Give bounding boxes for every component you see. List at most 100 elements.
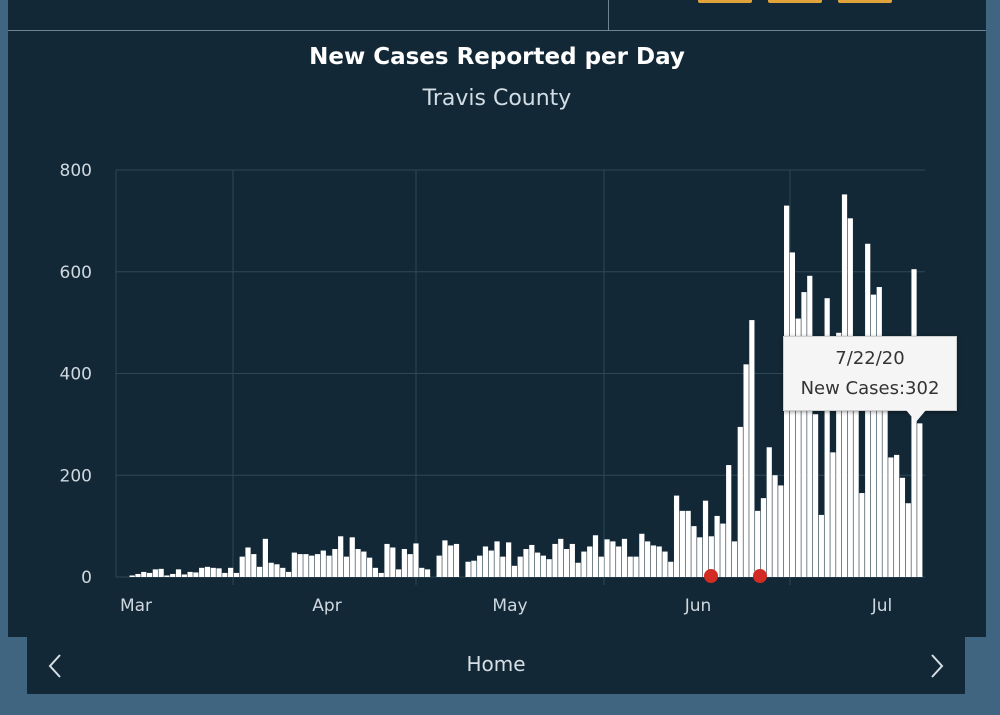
bar xyxy=(239,556,245,577)
bar xyxy=(917,423,923,577)
bar xyxy=(859,493,865,577)
bar xyxy=(697,537,703,577)
bar xyxy=(818,514,824,577)
bar xyxy=(812,414,819,577)
bar xyxy=(170,573,176,577)
home-button[interactable]: Home xyxy=(466,652,526,676)
bar xyxy=(442,540,448,577)
bar xyxy=(158,568,164,577)
bar xyxy=(210,567,216,577)
bar xyxy=(540,555,546,577)
bar xyxy=(320,550,326,577)
tooltip-value: New Cases:302 xyxy=(800,378,940,399)
bar xyxy=(737,426,743,577)
bar xyxy=(401,549,407,577)
bar xyxy=(309,555,315,577)
x-tick-label: Mar xyxy=(120,596,152,616)
bar xyxy=(662,551,668,577)
bar xyxy=(384,543,390,577)
bar xyxy=(326,555,332,577)
bar xyxy=(262,538,268,577)
bar xyxy=(141,571,147,577)
bar xyxy=(256,566,263,577)
filter-tile-3[interactable] xyxy=(838,0,892,3)
top-divider xyxy=(608,0,609,30)
bar xyxy=(749,320,755,577)
bar xyxy=(581,551,587,577)
y-tick-label: 200 xyxy=(60,466,92,486)
bar xyxy=(251,554,257,577)
y-tick-label: 800 xyxy=(60,161,92,181)
x-tick-label: May xyxy=(492,596,527,616)
bar xyxy=(795,318,801,577)
bar xyxy=(882,393,888,577)
bar xyxy=(587,546,593,577)
bar xyxy=(726,465,732,577)
bar xyxy=(911,269,917,577)
bar xyxy=(673,495,680,577)
bar xyxy=(193,572,199,577)
bar xyxy=(216,568,222,577)
bar xyxy=(778,485,784,577)
bar xyxy=(199,567,205,577)
bar xyxy=(616,546,622,577)
bar xyxy=(558,538,564,577)
bar xyxy=(511,565,518,577)
filter-tile-1[interactable] xyxy=(698,0,752,3)
bar xyxy=(448,545,454,577)
chevron-right-icon[interactable] xyxy=(925,653,947,679)
bar xyxy=(650,545,657,577)
bar xyxy=(187,571,193,577)
y-tick-label: 600 xyxy=(60,263,92,283)
y-tick-label: 0 xyxy=(81,568,92,588)
bar xyxy=(367,557,373,577)
bar xyxy=(453,543,460,577)
bar xyxy=(552,543,558,577)
chart-tooltip: 7/22/20 New Cases:302 xyxy=(783,336,957,411)
bar xyxy=(546,559,552,577)
bar xyxy=(378,572,384,577)
bar xyxy=(888,457,894,577)
bar xyxy=(534,552,541,577)
bottom-nav-bar: Home xyxy=(27,637,965,694)
bar xyxy=(755,510,761,577)
bar xyxy=(836,332,842,577)
bar xyxy=(245,547,251,577)
bar xyxy=(517,556,523,577)
bar xyxy=(228,567,234,577)
x-tick-label: Apr xyxy=(312,596,341,616)
bar xyxy=(824,298,830,577)
chart-subtitle: Travis County xyxy=(422,86,572,111)
bar xyxy=(714,515,720,577)
bar xyxy=(604,539,610,577)
bar xyxy=(482,546,489,577)
tooltip-date: 7/22/20 xyxy=(835,348,905,369)
bar xyxy=(905,503,911,577)
filter-tile-2[interactable] xyxy=(768,0,822,3)
bar xyxy=(592,535,599,577)
bar xyxy=(152,569,158,577)
highlight-point xyxy=(704,569,718,583)
bar xyxy=(691,526,697,578)
bar xyxy=(332,549,338,577)
bar xyxy=(436,555,442,577)
y-tick-label: 400 xyxy=(60,365,92,385)
bar xyxy=(801,292,807,577)
bar xyxy=(500,556,506,577)
bar xyxy=(135,573,141,577)
x-tick-label: Jun xyxy=(684,596,712,616)
chevron-left-icon[interactable] xyxy=(45,653,67,679)
bar xyxy=(610,541,616,577)
bar xyxy=(314,554,321,577)
bar xyxy=(575,562,581,577)
bar xyxy=(656,546,662,577)
bar xyxy=(598,556,604,577)
bar xyxy=(633,556,639,577)
bar xyxy=(685,510,691,577)
bar xyxy=(488,550,494,577)
bar xyxy=(204,566,211,577)
bar xyxy=(372,567,379,577)
bar xyxy=(870,294,877,577)
bar xyxy=(395,569,402,577)
bar xyxy=(853,391,859,577)
